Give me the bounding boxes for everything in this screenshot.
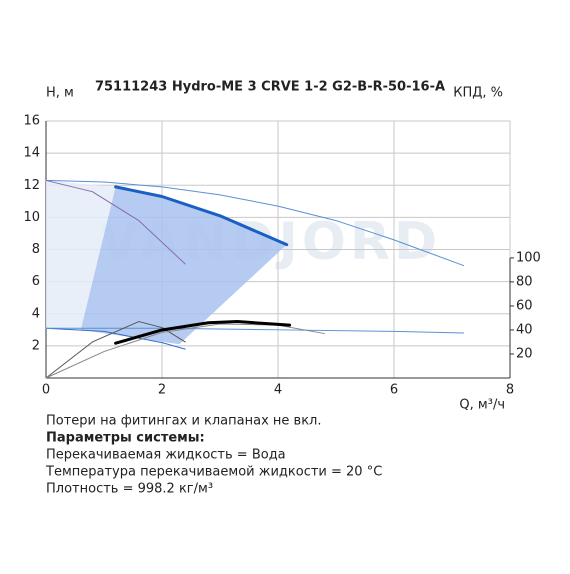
y-axis-label: H, м: [46, 86, 74, 101]
y-tick-label: 2: [32, 338, 40, 353]
y-tick-label: 10: [23, 210, 40, 225]
note: Потери на фитингах и клапанах не вкл.: [46, 414, 322, 429]
curve: [45, 321, 186, 379]
chart-title: 75111243 Hydro-ME 3 CRVE 1-2 G2-B-R-50-1…: [95, 80, 445, 95]
x-tick-label: 2: [158, 383, 166, 398]
y2-tick-label: 20: [516, 346, 533, 361]
operating-area: [46, 180, 116, 330]
note-heading: Параметры системы:: [46, 431, 205, 446]
x-tick-label: 8: [506, 383, 514, 398]
curve: [114, 185, 289, 247]
x-tick-label: 4: [274, 383, 282, 398]
curve: [114, 320, 292, 345]
y-tick-label: 14: [23, 146, 40, 161]
curve: [45, 179, 465, 267]
y2-tick-label: 40: [516, 322, 533, 337]
y-tick-label: 12: [23, 178, 40, 193]
operating-area: [80, 186, 287, 345]
x-axis-label: Q, м³/ч: [459, 398, 505, 413]
note: Температура перекачиваемой жидкости = 20…: [45, 465, 382, 480]
x-tick-label: 6: [390, 383, 398, 398]
y-tick-label: 4: [32, 306, 40, 321]
x-tick-label: 0: [42, 383, 50, 398]
note: Перекачиваемая жидкость = Вода: [46, 448, 286, 463]
y2-axis-label: КПД, %: [453, 86, 503, 101]
y2-tick-label: 100: [516, 250, 541, 265]
y-tick-label: 8: [32, 242, 40, 257]
y-tick-label: 6: [32, 274, 40, 289]
y2-tick-label: 60: [516, 298, 533, 313]
y-tick-label: 16: [23, 114, 40, 129]
y2-tick-label: 80: [516, 274, 533, 289]
curve: [45, 323, 325, 379]
note: Плотность = 998.2 кг/м³: [46, 482, 213, 497]
curve: [45, 179, 186, 265]
